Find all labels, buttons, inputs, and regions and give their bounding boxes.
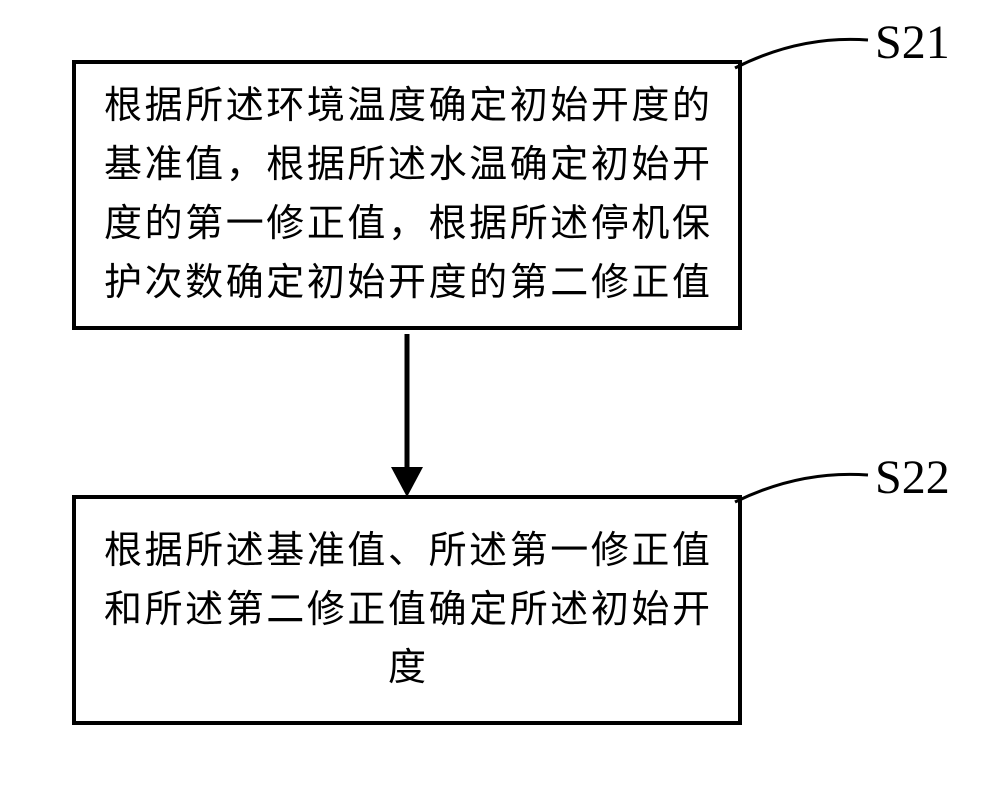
step-label-s21: S21 <box>875 15 950 70</box>
step-text-s22: 根据所述基准值、所述第一修正值和所述第二修正值确定所述初始开度 <box>104 522 710 699</box>
step-box-s22: 根据所述基准值、所述第一修正值和所述第二修正值确定所述初始开度 <box>72 495 742 725</box>
flowchart-container: 根据所述环境温度确定初始开度的基准值，根据所述水温确定初始开度的第一修正值，根据… <box>0 0 1006 799</box>
step-text-s21: 根据所述环境温度确定初始开度的基准值，根据所述水温确定初始开度的第一修正值，根据… <box>104 77 710 313</box>
step-label-s22: S22 <box>875 450 950 505</box>
step-box-s21: 根据所述环境温度确定初始开度的基准值，根据所述水温确定初始开度的第一修正值，根据… <box>72 60 742 330</box>
